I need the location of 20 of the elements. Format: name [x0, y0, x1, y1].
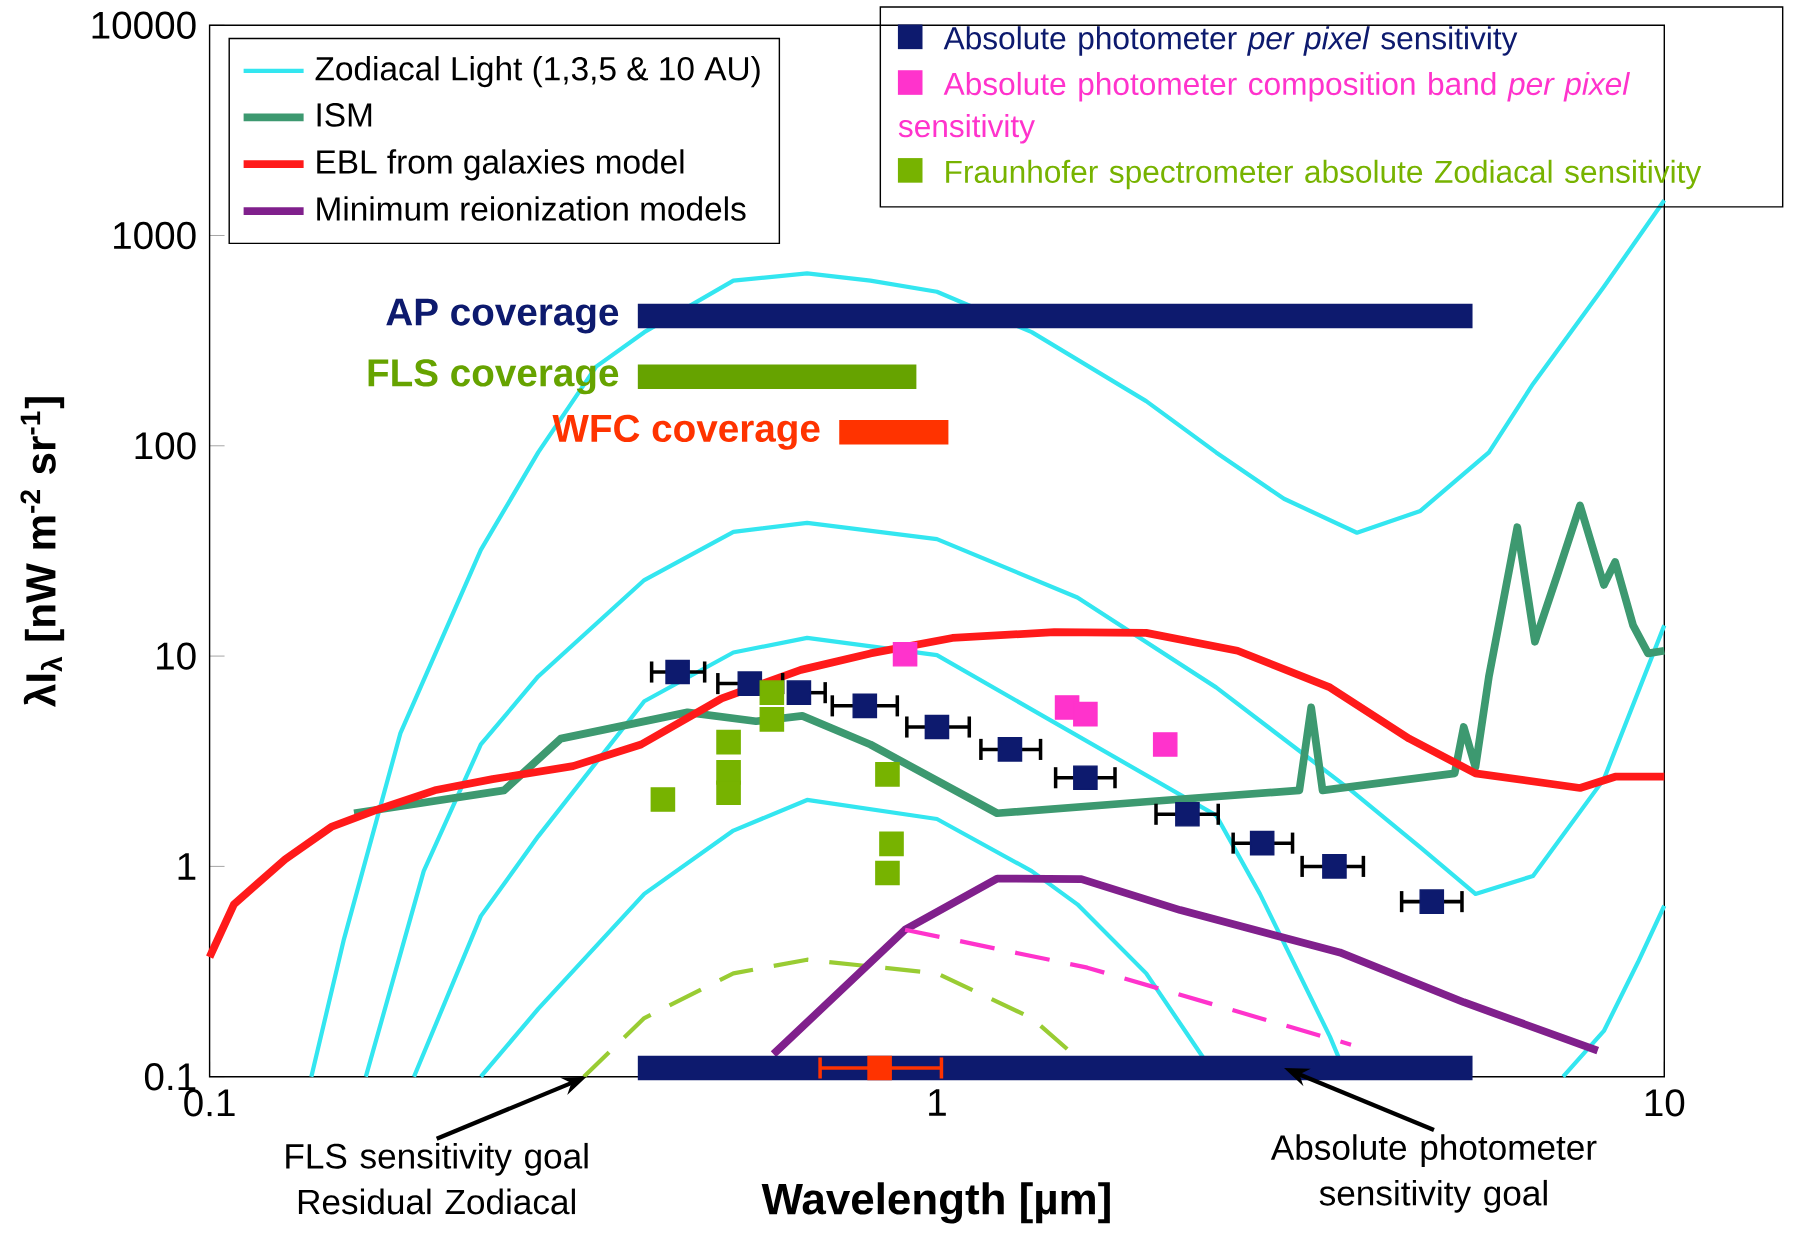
legend-label: ISM	[317, 103, 372, 127]
legend-label: Minimum reionization models	[317, 196, 746, 222]
legend-label: Zodiacal Light (1,3,5 & 10 AU)	[315, 56, 760, 88]
x-tick-label: 1	[929, 1089, 946, 1116]
x-tick-label: 10	[1645, 1089, 1685, 1117]
text: Absolute photometer composition band per pixel sensitivity	[898, 72, 1630, 144]
y-tick-label: 10	[157, 642, 196, 670]
legend-label: Absolute photometer per pixel sensitivity	[943, 26, 1518, 56]
annotation: Absolute photometer sensitivity goal	[1270, 1134, 1597, 1213]
series-label: AP coverage	[386, 298, 619, 334]
x-tick-label: 0.1	[184, 1089, 235, 1117]
legend-label: EBL from galaxies model	[317, 149, 684, 181]
y-axis-title: λI$_{λ}$ [nW m$^{-2}$ sr$^{-1}$]	[20, 397, 65, 708]
x-axis-title: Wavelength [µm]	[761, 1182, 1110, 1224]
y-tick-label: 10000	[92, 11, 196, 40]
y-tick-label: 1	[178, 853, 196, 880]
annotation: FLS sensitivity goal Residual Zodiacal	[286, 1143, 588, 1215]
y-tick-label: 1000	[114, 222, 196, 250]
y-tick-label: 100	[135, 432, 196, 460]
y-tick-label: 0.1	[144, 1063, 196, 1091]
